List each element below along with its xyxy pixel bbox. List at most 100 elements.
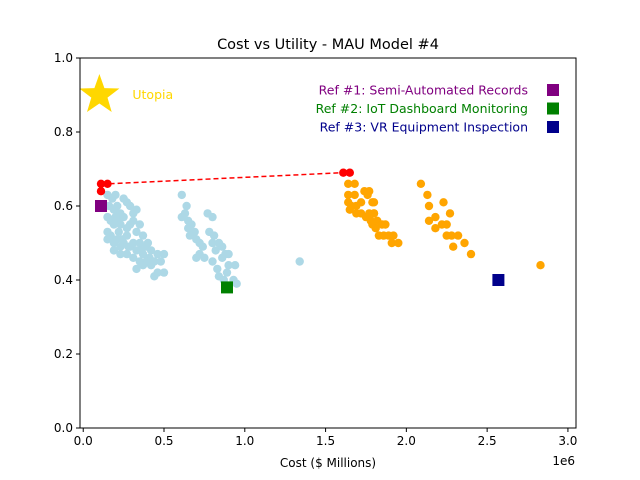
legend-entry-ref-3: Ref #3: VR Equipment Inspection [320,120,528,135]
data-point [153,268,162,277]
data-point [453,231,463,240]
data-point [218,242,227,251]
x-tick-label: 2.0 [397,434,416,448]
legend-entry-ref-2: Ref #2: IoT Dashboard Monitoring [316,101,528,116]
frontier-point [103,179,112,188]
data-point [200,253,209,262]
data-point [117,235,127,244]
data-point [159,268,169,277]
data-point [222,268,232,277]
data-point [132,227,141,237]
data-point [423,190,432,200]
data-point [211,246,220,255]
x-axis-label: Cost ($ Millions) [280,456,376,470]
data-point [369,209,379,218]
data-point [356,198,366,207]
data-point [344,190,353,200]
legend-marker-ref-1 [547,84,559,96]
data-point [177,190,186,200]
data-point [135,220,144,229]
data-point [445,209,455,218]
data-point [198,242,207,251]
reference-marker-1 [95,200,107,212]
data-point [344,179,353,188]
data-point [135,238,144,248]
data-point [153,249,162,259]
y-tick-label: 0.4 [54,273,73,287]
data-point [159,249,169,259]
data-point [122,249,132,259]
data-point [387,238,396,248]
data-point [132,264,141,274]
data-point [449,242,458,251]
legend-marker-ref-3 [547,121,559,133]
data-point [224,249,233,259]
data-point [371,224,380,233]
reference-marker-2 [221,281,233,294]
axes-frame [79,57,577,429]
data-point [113,201,122,211]
data-point [138,231,148,240]
data-point [138,261,148,270]
legend: Ref #1: Semi-Automated Records Ref #2: Io… [316,83,559,135]
data-point [224,261,233,270]
data-point [209,231,219,240]
data-point [208,238,217,248]
data-point [143,238,153,248]
data-point [431,212,440,222]
data-point [185,231,195,240]
y-tick-label: 0.0 [54,421,73,435]
frontier-point [96,187,106,196]
data-point [114,227,124,237]
data-point [439,198,448,207]
data-point [381,220,390,229]
data-point [116,220,125,229]
data-point [350,190,359,200]
utopia-label: Utopia [132,87,173,102]
data-point [125,201,135,211]
data-point [424,216,434,225]
data-point [350,179,359,188]
reference-marker-3 [492,274,505,286]
data-point [156,257,165,266]
frontier-point [96,179,106,188]
data-point [146,261,156,270]
y-tick-label: 1.0 [54,51,73,65]
x-axis-offset-label: 1e6 [552,454,575,468]
data-point [187,220,196,229]
legend-entry-ref-1: Ref #1: Semi-Automated Records [319,83,528,98]
data-point [389,231,398,240]
data-point [232,279,241,288]
x-tick-label: 3.0 [558,434,577,448]
data-point [345,205,354,214]
data-point [124,242,133,251]
data-point [116,249,125,259]
data-point [111,212,120,222]
data-point [146,246,156,255]
data-point [394,238,403,248]
data-point [416,179,426,188]
data-point [111,190,120,200]
legend-marker-ref-2 [547,102,559,115]
x-tick-label: 2.5 [478,434,497,448]
data-point [109,246,119,255]
data-point [424,201,434,211]
frontier-point [339,168,348,177]
data-point [132,205,141,214]
x-tick-label: 0.5 [154,434,173,448]
data-point [137,246,146,255]
y-tick-label: 0.2 [54,347,73,361]
chart-title: Cost vs Utility - MAU Model #4 [217,37,439,53]
x-tick-label: 0.0 [74,434,93,448]
data-point [447,231,456,240]
data-point [295,257,304,266]
data-point [466,249,476,259]
pareto-frontier-line [100,171,350,192]
data-point [460,238,469,248]
y-tick-label: 0.6 [54,199,73,213]
utopia-star [80,74,120,112]
data-point [180,209,190,218]
data-point [431,224,440,233]
